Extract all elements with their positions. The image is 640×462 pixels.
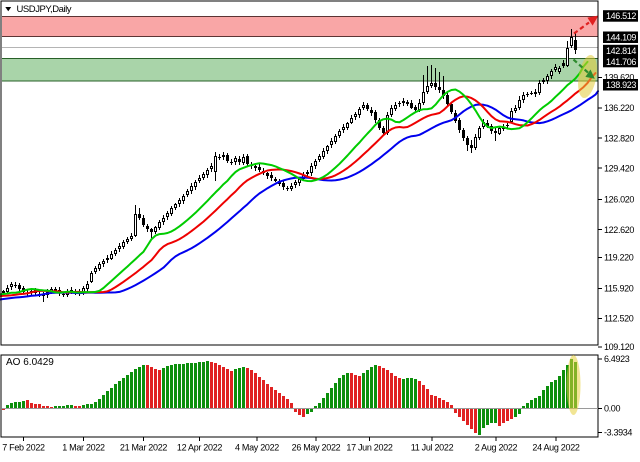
svg-text:112.520: 112.520 — [604, 314, 634, 324]
svg-text:109.120: 109.120 — [604, 342, 634, 352]
svg-text:122.620: 122.620 — [604, 225, 634, 235]
svg-text:USDJPY,Daily: USDJPY,Daily — [17, 4, 72, 15]
svg-text:17 Jun 2022: 17 Jun 2022 — [346, 443, 393, 453]
svg-text:139.620: 139.620 — [604, 73, 634, 83]
svg-text:12 Apr 2022: 12 Apr 2022 — [177, 443, 223, 453]
svg-text:132.820: 132.820 — [604, 133, 634, 143]
svg-text:AO 6.0429: AO 6.0429 — [6, 357, 54, 368]
svg-text:136.220: 136.220 — [604, 103, 634, 113]
svg-text:-3.3934: -3.3934 — [604, 428, 632, 438]
svg-text:0.00: 0.00 — [604, 404, 620, 414]
svg-text:11 Jul 2022: 11 Jul 2022 — [411, 443, 454, 453]
svg-text:7 Feb 2022: 7 Feb 2022 — [2, 443, 45, 453]
svg-text:141.706: 141.706 — [606, 57, 636, 67]
svg-text:4 May 2022: 4 May 2022 — [235, 443, 279, 453]
svg-text:115.920: 115.920 — [604, 284, 634, 294]
svg-text:26 May 2022: 26 May 2022 — [292, 443, 341, 453]
svg-text:138.923: 138.923 — [606, 80, 636, 90]
svg-text:6.4923: 6.4923 — [604, 354, 630, 364]
svg-text:21 Mar 2022: 21 Mar 2022 — [120, 443, 168, 453]
svg-text:144.109: 144.109 — [606, 33, 636, 43]
svg-text:126.020: 126.020 — [604, 195, 634, 205]
svg-text:24 Aug 2022: 24 Aug 2022 — [532, 443, 580, 453]
svg-text:2 Aug 2022: 2 Aug 2022 — [475, 443, 518, 453]
svg-text:129.420: 129.420 — [604, 163, 634, 173]
svg-text:119.220: 119.220 — [604, 253, 634, 263]
svg-text:142.814: 142.814 — [606, 46, 636, 56]
svg-text:146.512: 146.512 — [606, 11, 636, 21]
svg-text:1 Mar 2022: 1 Mar 2022 — [62, 443, 105, 453]
